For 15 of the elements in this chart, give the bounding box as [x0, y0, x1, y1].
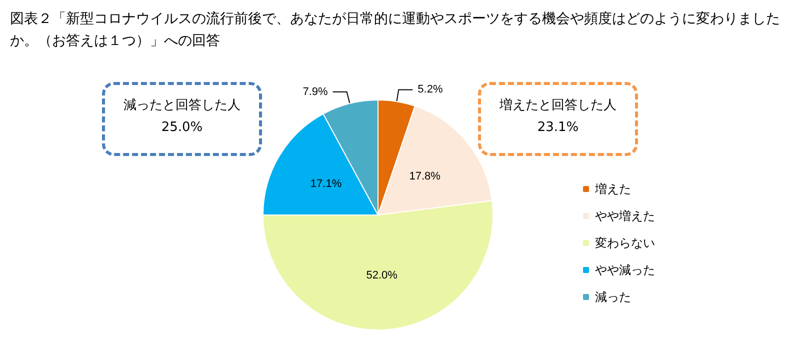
data-label: 7.9%: [302, 86, 328, 98]
legend-label: 減った: [595, 290, 631, 304]
legend-label: やや増えた: [595, 209, 655, 223]
legend-label: 増えた: [594, 182, 631, 196]
text: 増えたと回答した人: [498, 96, 618, 115]
legend-label: 変わらない: [595, 236, 655, 250]
data-label: 17.8%: [409, 170, 441, 183]
data-label: 17.1%: [310, 178, 342, 190]
data-label: 52.0%: [366, 269, 398, 282]
text: 23.1%: [536, 119, 580, 137]
legend-label: やや減った: [595, 263, 655, 277]
chart-title: 図表２「新型コロナウイルスの流行前後で、あなたが日常的に運動やスポーツをする機会や頻度はどのように変わりましたか。（お答えは１つ）」への回答: [10, 10, 781, 51]
data-label: 5.2%: [418, 84, 443, 96]
text: 減ったと回答した人: [122, 97, 242, 115]
text: 25.0%: [160, 119, 204, 137]
